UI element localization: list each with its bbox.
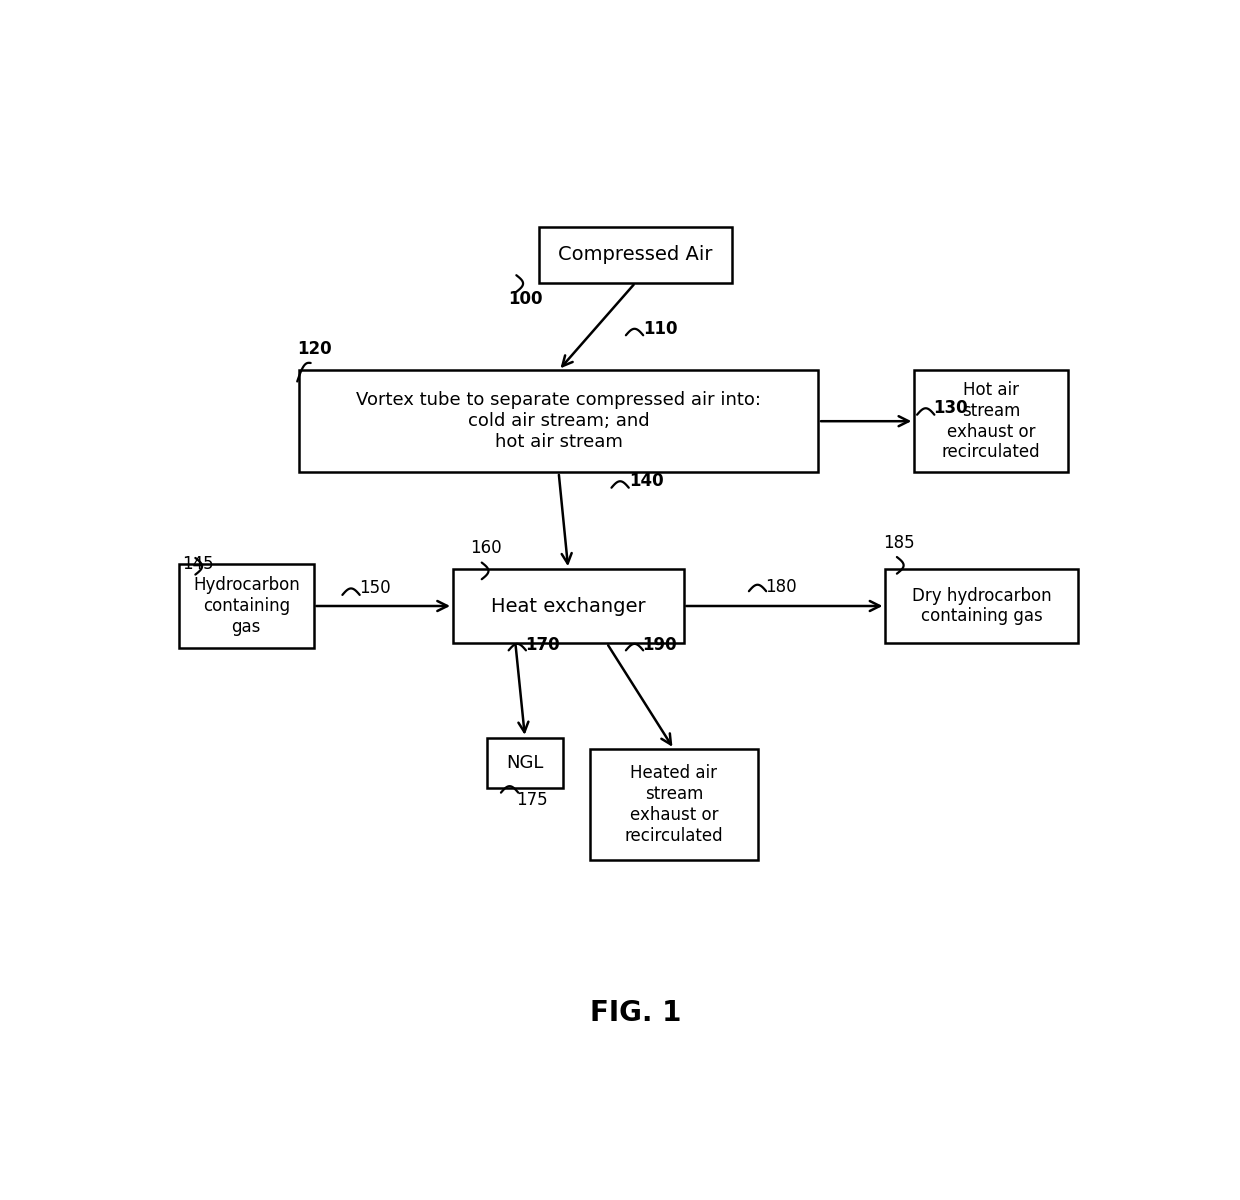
Text: 185: 185 [883,534,915,552]
Text: 140: 140 [629,473,663,491]
Text: 120: 120 [298,341,332,359]
Text: Dry hydrocarbon
containing gas: Dry hydrocarbon containing gas [911,587,1052,625]
Text: Heated air
stream
exhaust or
recirculated: Heated air stream exhaust or recirculate… [625,764,723,845]
Text: 190: 190 [642,636,677,654]
FancyBboxPatch shape [179,564,314,648]
Text: 100: 100 [508,290,543,308]
FancyBboxPatch shape [539,227,732,282]
Text: Hydrocarbon
containing
gas: Hydrocarbon containing gas [193,576,300,636]
Text: NGL: NGL [506,754,543,772]
FancyBboxPatch shape [914,371,1068,472]
Text: 110: 110 [644,319,678,337]
Text: 180: 180 [765,577,797,595]
FancyBboxPatch shape [885,569,1078,643]
Text: 175: 175 [516,791,548,809]
Text: 160: 160 [470,539,502,557]
FancyBboxPatch shape [590,749,758,860]
Text: 130: 130 [934,400,968,418]
Text: Compressed Air: Compressed Air [558,245,713,264]
FancyBboxPatch shape [453,569,683,643]
FancyBboxPatch shape [486,738,563,788]
Text: Heat exchanger: Heat exchanger [491,596,646,616]
Text: Hot air
stream
exhaust or
recirculated: Hot air stream exhaust or recirculated [941,382,1040,462]
Text: Vortex tube to separate compressed air into:
cold air stream; and
hot air stream: Vortex tube to separate compressed air i… [356,391,761,451]
Text: 150: 150 [358,580,391,598]
Text: 145: 145 [182,556,213,574]
Text: 170: 170 [525,636,559,654]
Text: FIG. 1: FIG. 1 [590,998,681,1026]
FancyBboxPatch shape [299,371,818,472]
